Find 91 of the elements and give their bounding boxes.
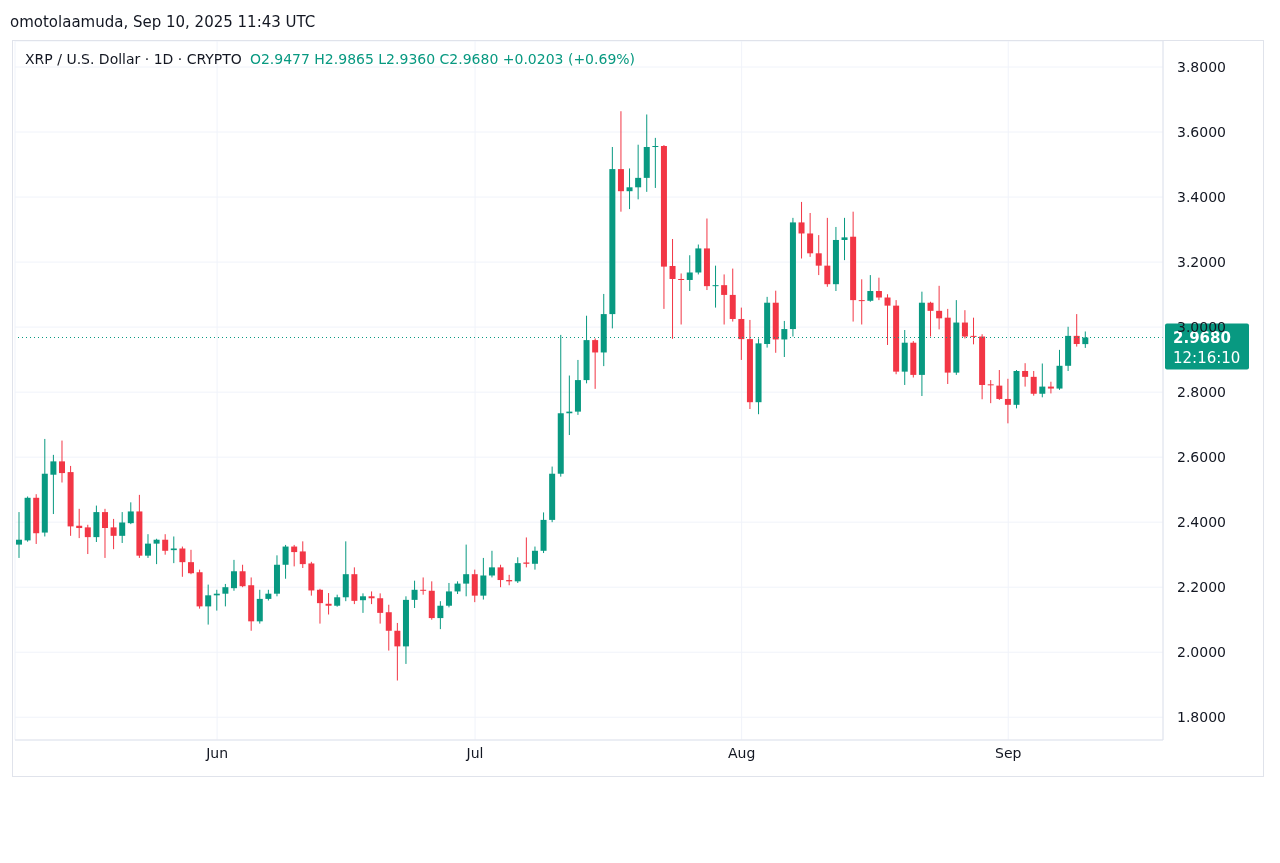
candlestick (841, 217, 848, 261)
candlestick (291, 544, 298, 567)
candlestick (256, 589, 263, 625)
x-tick-label: Jun (205, 744, 229, 761)
candlestick (162, 533, 169, 556)
candlestick (385, 604, 392, 652)
text: 12:16:10 (1173, 348, 1241, 367)
candlestick (652, 137, 659, 189)
candlestick (480, 557, 487, 601)
candlestick (420, 576, 427, 596)
y-tick-label: 3.8000 (1177, 58, 1226, 75)
candlestick (635, 144, 642, 200)
x-tick-label: Aug (727, 744, 756, 761)
candlestick (325, 592, 332, 616)
candlestick (463, 544, 470, 597)
candlestick (110, 518, 117, 550)
candlestick (592, 337, 599, 390)
candlestick (858, 278, 865, 325)
candlestick (996, 369, 1003, 401)
candlestick (738, 307, 745, 361)
candlestick (359, 592, 366, 614)
y-tick-label: 2.2000 (1177, 579, 1226, 596)
candlestick (936, 285, 943, 330)
y-tick-label: 3.6000 (1177, 124, 1226, 140)
y-tick-label: 1.8000 (1177, 709, 1226, 726)
candlestick (222, 583, 229, 607)
candlestick (875, 277, 882, 301)
candlestick (394, 622, 401, 681)
y-tick-label: 2.8000 (1177, 384, 1226, 401)
candlestick (59, 440, 65, 484)
candlestick (807, 212, 814, 258)
candlestick (867, 274, 874, 303)
candlestick (514, 556, 521, 584)
candlestick (84, 524, 91, 555)
candlestick (437, 600, 444, 630)
candlestick (798, 201, 805, 259)
candlestick (16, 511, 22, 559)
candlestick (1073, 313, 1080, 348)
text: XRP / U.S. Dollar · 1D · CRYPTO (25, 51, 242, 67)
candlestick (119, 511, 126, 544)
text: O2.9477 H2.9865 L2.9360 C2.9680 +0.0203 (+0.69%) (249, 51, 636, 67)
candlestick (626, 167, 633, 210)
candlestick (824, 217, 831, 288)
candlestick (721, 273, 728, 325)
y-tick-label: 3.4000 (1177, 189, 1226, 206)
candlestick (411, 580, 418, 609)
candlestick (316, 588, 323, 625)
candlestick (187, 549, 194, 575)
x-tick-label: Sep (995, 744, 1022, 761)
candlestick (523, 536, 530, 568)
y-tick-label: 3.2000 (1177, 254, 1226, 271)
candlestick (1030, 370, 1037, 397)
candlestick (239, 564, 246, 588)
candlestick (101, 508, 108, 559)
candlestick (50, 454, 57, 515)
candlestick (282, 544, 289, 580)
candlestick (678, 272, 685, 325)
candlestick (377, 592, 384, 625)
candlestick (617, 110, 624, 213)
candlestick (1047, 381, 1054, 394)
candlestick (342, 540, 349, 602)
candlestick (1039, 363, 1046, 398)
candlestick (1022, 362, 1029, 388)
candlestick (531, 546, 538, 571)
candlestick (445, 582, 452, 608)
candlestick (299, 540, 306, 569)
candlestick (686, 254, 693, 292)
candlestick (230, 559, 237, 592)
candlestick (205, 584, 212, 626)
y-tick-label: 2.4000 (1177, 514, 1226, 531)
x-tick-label: Jul (465, 744, 484, 761)
candlestick (471, 569, 478, 603)
candlestick (669, 238, 676, 340)
candlestick (1056, 349, 1063, 391)
candlestick (927, 301, 934, 338)
candlestick (884, 293, 891, 346)
candlestick (961, 309, 968, 339)
candlestick (1004, 378, 1011, 424)
y-tick-label: 2.6000 (1177, 449, 1226, 466)
candlestick (987, 379, 994, 404)
candlestick (127, 501, 134, 525)
candlestick (179, 546, 186, 578)
candlestick (970, 317, 977, 345)
text: omotolaamuda, Sep 10, 2025 11:43 UTC (9, 12, 317, 33)
candlestick (153, 538, 160, 565)
y-tick-label: 2.0000 (1177, 644, 1226, 661)
candlestick (815, 234, 822, 276)
candlestick (144, 533, 151, 559)
candlestick (488, 550, 495, 578)
candlestick (712, 265, 719, 309)
candlestick (497, 564, 504, 588)
